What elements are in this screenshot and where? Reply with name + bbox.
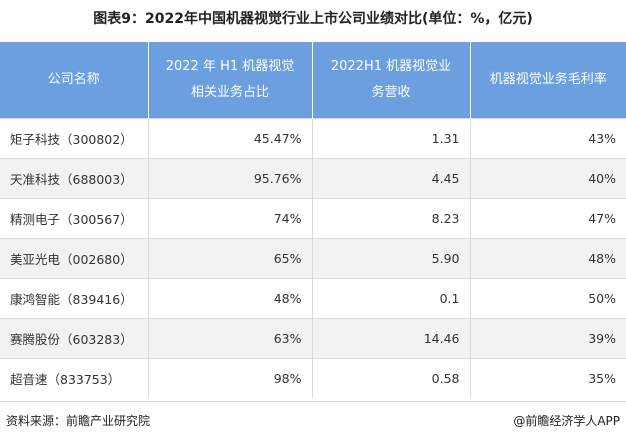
cell-value: 4.45 (312, 158, 471, 199)
divider (0, 401, 626, 402)
column-header: 2022H1 机器视觉业务营收 (312, 42, 471, 119)
cell-value: 8.23 (312, 198, 471, 239)
cell-value: 45.47% (148, 118, 313, 159)
cell-company: 超音速（833753） (0, 358, 149, 398)
cell-value: 74% (148, 198, 313, 239)
column-header: 机器视觉业务毛利率 (470, 42, 626, 119)
cell-company: 矩子科技（300802） (0, 118, 149, 159)
table-body: 矩子科技（300802） 45.47% 1.31 43% 天准科技（688003） 95.… (0, 118, 626, 398)
table-row: 天准科技（688003） 95.76% 4.45 40% (0, 158, 626, 199)
cell-value: 50% (470, 278, 626, 319)
cell-value: 43% (470, 118, 626, 159)
cell-company: 天准科技（688003） (0, 158, 149, 199)
cell-value: 14.46 (312, 318, 471, 359)
brand: @前瞻经济学人APP (513, 414, 620, 428)
column-header: 2022 年 H1 机器视觉相关业务占比 (148, 42, 313, 119)
table-row: 赛腾股份（603283） 63% 14.46 39% (0, 318, 626, 359)
cell-company: 赛腾股份（603283） (0, 318, 149, 359)
table-row: 矩子科技（300802） 45.47% 1.31 43% (0, 118, 626, 159)
title: 图表9：2022年中国机器视觉行业上市公司业绩对比(单位：%，亿元) (93, 11, 533, 27)
table-row: 康鸿智能（839416） 48% 0.1 50% (0, 278, 626, 319)
cell-value: 48% (470, 238, 626, 279)
table: 公司名称 2022 年 H1 机器视觉相关业务占比 2022H1 机器视觉业务营收机… (0, 42, 626, 398)
table-row: 精测电子（300567） 74% 8.23 47% (0, 198, 626, 239)
cell-value: 0.1 (312, 278, 471, 319)
cell-value: 98% (148, 358, 313, 398)
cell-value: 35% (470, 358, 626, 398)
cell-value: 39% (470, 318, 626, 359)
cell-value: 0.58 (312, 358, 471, 398)
cell-value: 63% (148, 318, 313, 359)
header-row: 公司名称 2022 年 H1 机器视觉相关业务占比 2022H1 机器视觉业务营收机… (0, 42, 626, 119)
table-row: 超音速（833753） 98% 0.58 35% (0, 358, 626, 398)
cell-value: 48% (148, 278, 313, 319)
cell-value: 1.31 (312, 118, 471, 159)
table-row: 美亚光电（002680） 65% 5.90 48% (0, 238, 626, 279)
column-header: 公司名称 (0, 42, 149, 119)
cell-value: 5.90 (312, 238, 471, 279)
source: 资料来源：前瞻产业研究院 (6, 414, 151, 428)
cell-value: 65% (148, 238, 313, 279)
cell-value: 47% (470, 198, 626, 239)
cell-company: 精测电子（300567） (0, 198, 149, 239)
cell-company: 康鸿智能（839416） (0, 278, 149, 319)
cell-company: 美亚光电（002680） (0, 238, 149, 279)
cell-value: 40% (470, 158, 626, 199)
cell-value: 95.76% (148, 158, 313, 199)
